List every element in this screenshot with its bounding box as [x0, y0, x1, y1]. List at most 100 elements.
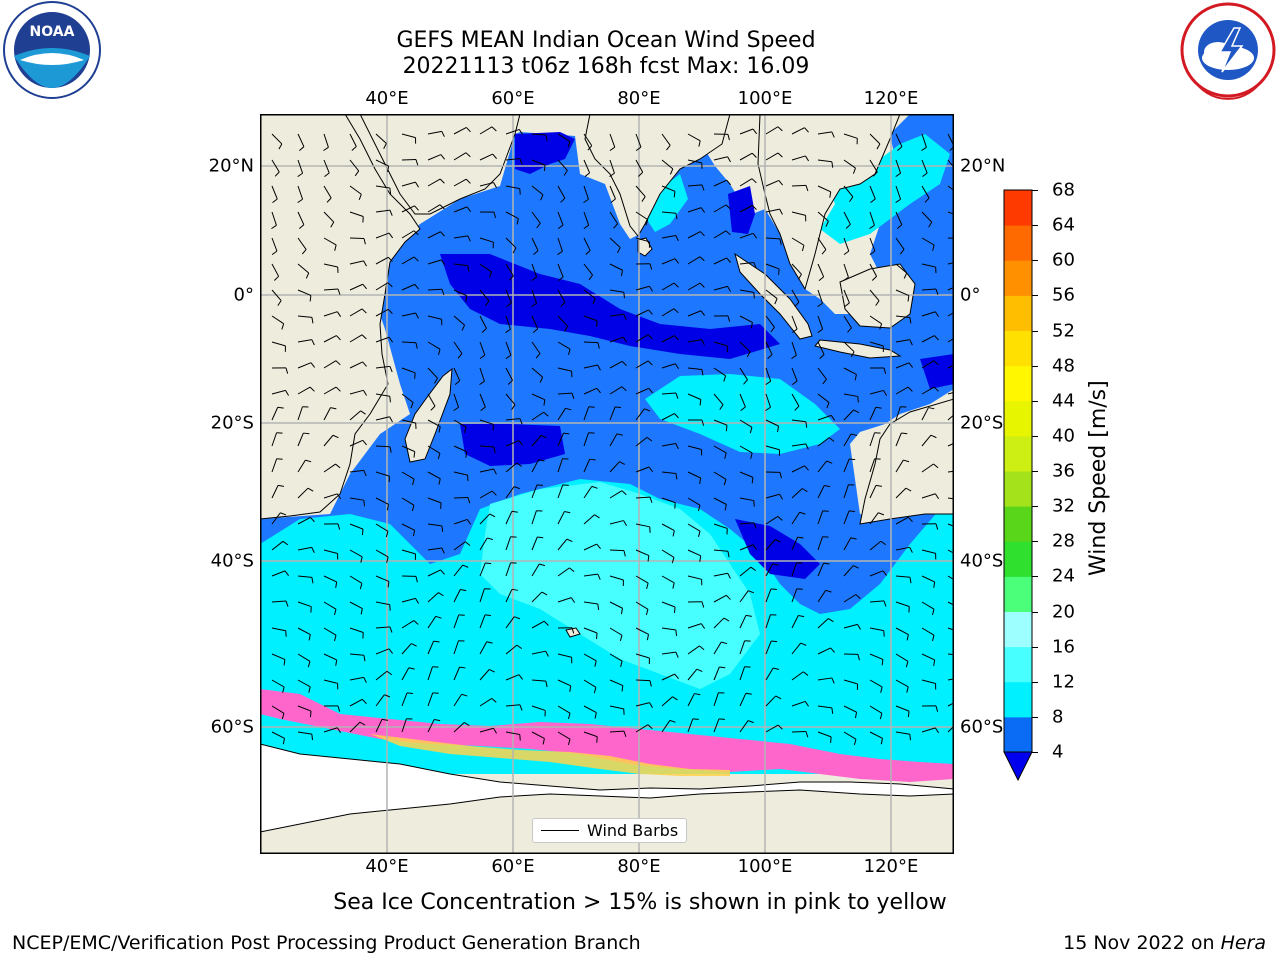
wind-barb — [557, 289, 566, 303]
wind-barb — [635, 309, 649, 317]
wind-barb — [271, 133, 283, 145]
colorbar-tick-mark — [1032, 681, 1038, 683]
bottom-lon-label: 60°E — [491, 856, 535, 877]
wind-barb-flag — [821, 249, 827, 255]
wind-barb-flag — [831, 131, 835, 138]
wind-barb — [921, 653, 935, 661]
wind-barb-flag — [414, 205, 419, 211]
wind-barb-flag — [849, 196, 854, 203]
wind-barb-flag — [439, 204, 445, 210]
wind-barb — [557, 679, 571, 687]
wind-barb — [765, 588, 772, 603]
wind-barb-flag — [569, 567, 575, 573]
wind-barb — [427, 341, 441, 350]
wind-barb-flag — [779, 238, 782, 245]
wind-barb — [531, 133, 546, 136]
wind-barb-flag — [493, 446, 496, 453]
wind-barb — [843, 679, 858, 685]
wind-barb-flag — [648, 309, 653, 315]
wind-barb — [869, 185, 876, 200]
bottom-lon-label: 40°E — [365, 856, 409, 877]
wind-barb-flag — [645, 219, 649, 226]
wind-barb — [583, 432, 589, 447]
wind-barb — [609, 336, 624, 343]
wind-barb-flag — [273, 275, 279, 281]
wind-barb-flag — [387, 256, 393, 262]
wind-barb — [635, 724, 649, 733]
wind-barb — [869, 432, 876, 447]
wind-barb-flag — [726, 179, 731, 186]
wind-barb-flag — [297, 198, 303, 204]
wind-barb-flag — [386, 504, 389, 511]
wind-barb — [531, 536, 538, 551]
wind-barb — [427, 523, 442, 527]
wind-barb — [479, 341, 486, 356]
wind-barb — [843, 185, 854, 198]
wind-barb-flag — [597, 573, 601, 580]
colorbar — [1000, 186, 1040, 786]
wind-barb — [375, 256, 389, 265]
wind-barb — [869, 540, 882, 551]
colorbar-swatch — [1004, 400, 1032, 437]
wind-barb-flag — [307, 487, 314, 492]
wind-barb-flag — [531, 302, 537, 308]
wind-barb — [661, 443, 676, 447]
wind-barb-flag — [719, 404, 724, 410]
wind-barb — [765, 640, 772, 655]
wind-barb — [583, 543, 597, 551]
wind-barb — [739, 522, 754, 525]
wind-barb — [323, 311, 338, 317]
wind-barb — [271, 570, 286, 577]
wind-barb-flag — [285, 600, 289, 607]
wind-barb-flag — [753, 262, 757, 269]
wind-barb-flag — [747, 720, 754, 724]
wind-barb — [427, 569, 441, 577]
wind-barb-flag — [489, 669, 495, 673]
wind-barb-flag — [438, 592, 444, 597]
top-lon-label: 60°E — [491, 88, 535, 109]
wind-barb — [531, 679, 546, 682]
wind-barb — [921, 627, 935, 636]
wind-barb — [505, 418, 520, 421]
wind-barb — [375, 416, 390, 421]
wind-barb — [401, 718, 407, 733]
ocean-cyan-region-bay — [640, 174, 688, 232]
wind-barb-flag — [491, 126, 497, 132]
wind-barb — [869, 570, 884, 577]
wind-barb — [843, 705, 857, 713]
wind-barb — [505, 486, 515, 499]
wind-barb-flag — [387, 308, 393, 315]
wind-barb — [739, 367, 748, 381]
wind-barb — [583, 387, 598, 395]
sea-ice-caption: Sea Ice Concentration > 15% is shown in … — [333, 890, 947, 915]
wind-barb-flag — [767, 354, 773, 359]
wind-barb — [661, 497, 676, 504]
ocean-calm-region-java — [920, 354, 954, 389]
wind-barb-flag — [675, 392, 679, 399]
colorbar-tick-mark — [1032, 541, 1038, 543]
wind-barb — [349, 469, 364, 473]
wind-barb-flag — [411, 643, 417, 647]
wind-barb-flag — [460, 589, 467, 592]
wind-barb — [401, 471, 415, 480]
wind-barb-flag — [896, 224, 903, 229]
wind-barb-flag — [830, 415, 836, 421]
wind-barb — [323, 211, 335, 223]
wind-barb — [687, 623, 702, 629]
wind-barb-flag — [363, 655, 366, 662]
wind-barb — [479, 419, 494, 425]
wind-barb — [323, 386, 337, 395]
wind-barb — [817, 677, 832, 681]
wind-barb — [531, 367, 543, 378]
wind-barb — [453, 693, 463, 707]
wind-barb — [739, 666, 746, 681]
wind-barb-flag — [804, 465, 809, 471]
colorbar-swatches — [1003, 189, 1033, 782]
colorbar-tick-label: 64 — [1052, 214, 1075, 236]
wind-barb-flag — [467, 265, 470, 272]
wind-barb-flag — [519, 734, 521, 741]
wind-barb-flag — [514, 616, 521, 620]
wind-barb-flag — [805, 443, 809, 450]
wind-barb — [505, 589, 513, 603]
wind-barb — [505, 616, 515, 629]
